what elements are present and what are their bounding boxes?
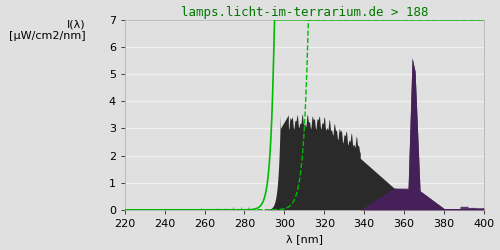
Title: lamps.licht-im-terrarium.de > 188: lamps.licht-im-terrarium.de > 188 xyxy=(180,6,428,18)
X-axis label: λ [nm]: λ [nm] xyxy=(286,234,323,244)
Y-axis label: I(λ)
[μW/cm2/nm]: I(λ) [μW/cm2/nm] xyxy=(8,20,86,41)
